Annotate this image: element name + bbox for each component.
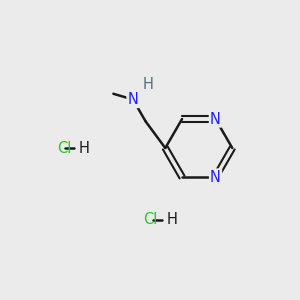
Text: Cl: Cl xyxy=(143,212,158,227)
Text: Cl: Cl xyxy=(57,140,71,155)
Text: N: N xyxy=(128,92,138,107)
Text: H: H xyxy=(79,140,89,155)
Text: H: H xyxy=(142,77,153,92)
Text: N: N xyxy=(210,112,221,127)
Text: N: N xyxy=(210,169,221,184)
Text: H: H xyxy=(167,212,177,227)
